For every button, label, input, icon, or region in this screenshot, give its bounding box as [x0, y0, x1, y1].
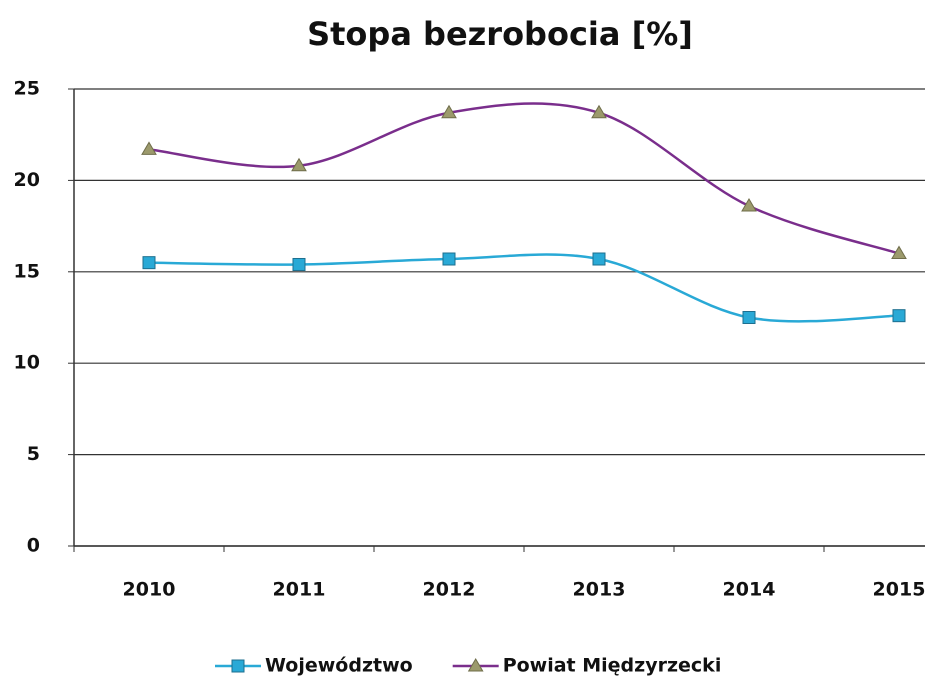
legend-marker: [231, 659, 245, 673]
marker: [141, 141, 157, 155]
marker: [591, 104, 607, 119]
x-tick-label: 2011: [273, 579, 326, 601]
legend-marker: [467, 658, 484, 672]
y-tick-label: 0: [27, 535, 40, 557]
marker: [742, 311, 756, 324]
line: [148, 102, 900, 255]
legend-label: Województwo: [265, 655, 413, 677]
marker: [292, 257, 306, 271]
y-tick-label: 25: [14, 78, 40, 100]
y-tick-label: 10: [14, 352, 40, 374]
marker: [892, 309, 906, 323]
legend-label: Powiat Międzyrzecki: [503, 655, 722, 677]
marker: [142, 256, 156, 270]
y-tick-label: 15: [14, 260, 40, 282]
x-tick-label: 2010: [123, 579, 176, 601]
x-tick-label: 2012: [423, 579, 476, 601]
marker: [891, 245, 907, 260]
marker: [741, 197, 757, 212]
marker: [291, 157, 307, 172]
x-tick-label: 2014: [723, 579, 776, 601]
y-tick-label: 20: [14, 169, 40, 191]
line: [148, 253, 900, 323]
y-tick-label: 5: [27, 443, 40, 465]
x-tick-label: 2015: [873, 579, 926, 601]
chart-title: Stopa bezrobocia [%]: [307, 15, 693, 53]
marker: [442, 252, 456, 266]
marker: [441, 104, 457, 119]
x-tick-label: 2013: [573, 579, 626, 601]
marker: [592, 252, 606, 266]
